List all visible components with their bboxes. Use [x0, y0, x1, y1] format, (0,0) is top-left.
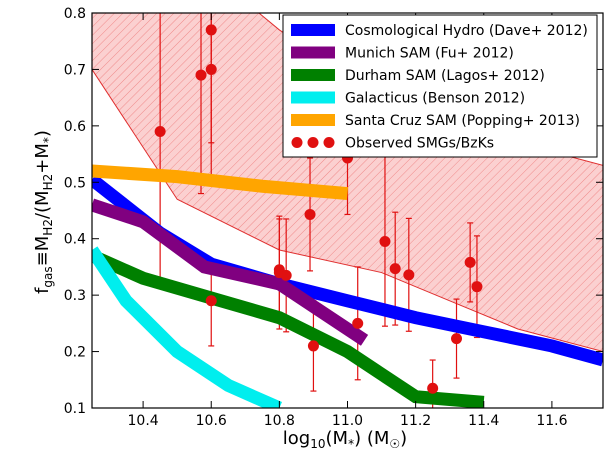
observed-point-18	[471, 281, 483, 293]
observed-point-17	[464, 256, 476, 268]
x-tick-label-1: 10.6	[196, 413, 227, 429]
y-tick-label-4: 0.5	[64, 175, 86, 191]
observed-point-4	[205, 295, 217, 307]
legend-swatch-0	[291, 24, 335, 36]
observed-point-7	[280, 269, 292, 281]
observed-point-8	[304, 208, 316, 220]
legend-label-1: Munich SAM (Fu+ 2012)	[345, 46, 514, 62]
observed-points	[154, 24, 483, 394]
y-axis-label: fgas≡MH2/(MH2+M*)	[32, 130, 55, 294]
legend-swatch-3	[291, 91, 335, 104]
observed-point-9	[307, 340, 319, 352]
series-line-1	[92, 198, 369, 346]
y-tick-label-0: 0.1	[64, 401, 86, 417]
observed-point-1	[195, 69, 207, 81]
legend-label-observed: Observed SMGs/BzKs	[345, 136, 494, 152]
legend-box	[282, 14, 598, 158]
y-tick-label-3: 0.4	[64, 232, 86, 248]
observed-point-13	[389, 263, 401, 275]
legend-swatch-2	[291, 69, 335, 81]
observed-point-16	[451, 333, 463, 345]
x-tick-label-3: 11.0	[332, 413, 363, 429]
observed-point-11	[352, 317, 364, 329]
x-tick-label-4: 11.2	[400, 413, 431, 429]
observed-point-3	[205, 63, 217, 75]
axes: 10.4 10.6 10.8 11.0 11.2 11.4 11.6 0.1 0.2 0.3 0.4…	[64, 6, 604, 429]
observed-point-12	[379, 236, 391, 248]
y-tick-label-7: 0.8	[64, 6, 86, 22]
observed-point-15	[427, 382, 439, 394]
y-tick-label-6: 0.7	[64, 62, 86, 78]
observed-point-2	[205, 24, 217, 36]
legend-label-0: Cosmological Hydro (Dave+ 2012)	[345, 23, 588, 39]
x-tick-label-6: 11.6	[536, 413, 567, 429]
legend-marker-2	[323, 137, 335, 148]
legend-marker-1	[307, 137, 319, 148]
plot-area	[92, 13, 603, 408]
legend-label-3: Galacticus (Benson 2012)	[345, 91, 525, 107]
legend-label-4: Santa Cruz SAM (Popping+ 2013)	[345, 113, 580, 129]
legend-marker-0	[291, 137, 303, 148]
y-tick-label-5: 0.6	[64, 119, 86, 135]
observed-point-14	[403, 269, 415, 281]
observed-point-0	[154, 126, 166, 137]
legend-swatch-1	[291, 46, 335, 59]
x-tick-label-2: 10.8	[264, 413, 295, 429]
x-tick-label-5: 11.4	[468, 413, 499, 429]
band-lower-edge	[92, 69, 603, 353]
legend: Cosmological Hydro (Dave+ 2012) Munich SA…	[282, 14, 598, 158]
plot-clip-group	[92, 13, 603, 408]
x-axis-label: log10(M*) (M☉)	[283, 428, 407, 451]
series-line-3	[92, 246, 282, 408]
series-line-4	[92, 164, 349, 201]
legend-swatch-4	[291, 114, 335, 126]
legend-label-2: Durham SAM (Lagos+ 2012)	[345, 68, 545, 84]
y-tick-label-1: 0.2	[64, 345, 86, 361]
axis-labels: log10(M*) (M☉) fgas≡MH2/(MH2+M*)	[32, 130, 407, 451]
x-tick-label-0: 10.4	[128, 413, 159, 429]
series-line-2	[92, 249, 485, 408]
y-tick-label-2: 0.3	[64, 288, 86, 304]
